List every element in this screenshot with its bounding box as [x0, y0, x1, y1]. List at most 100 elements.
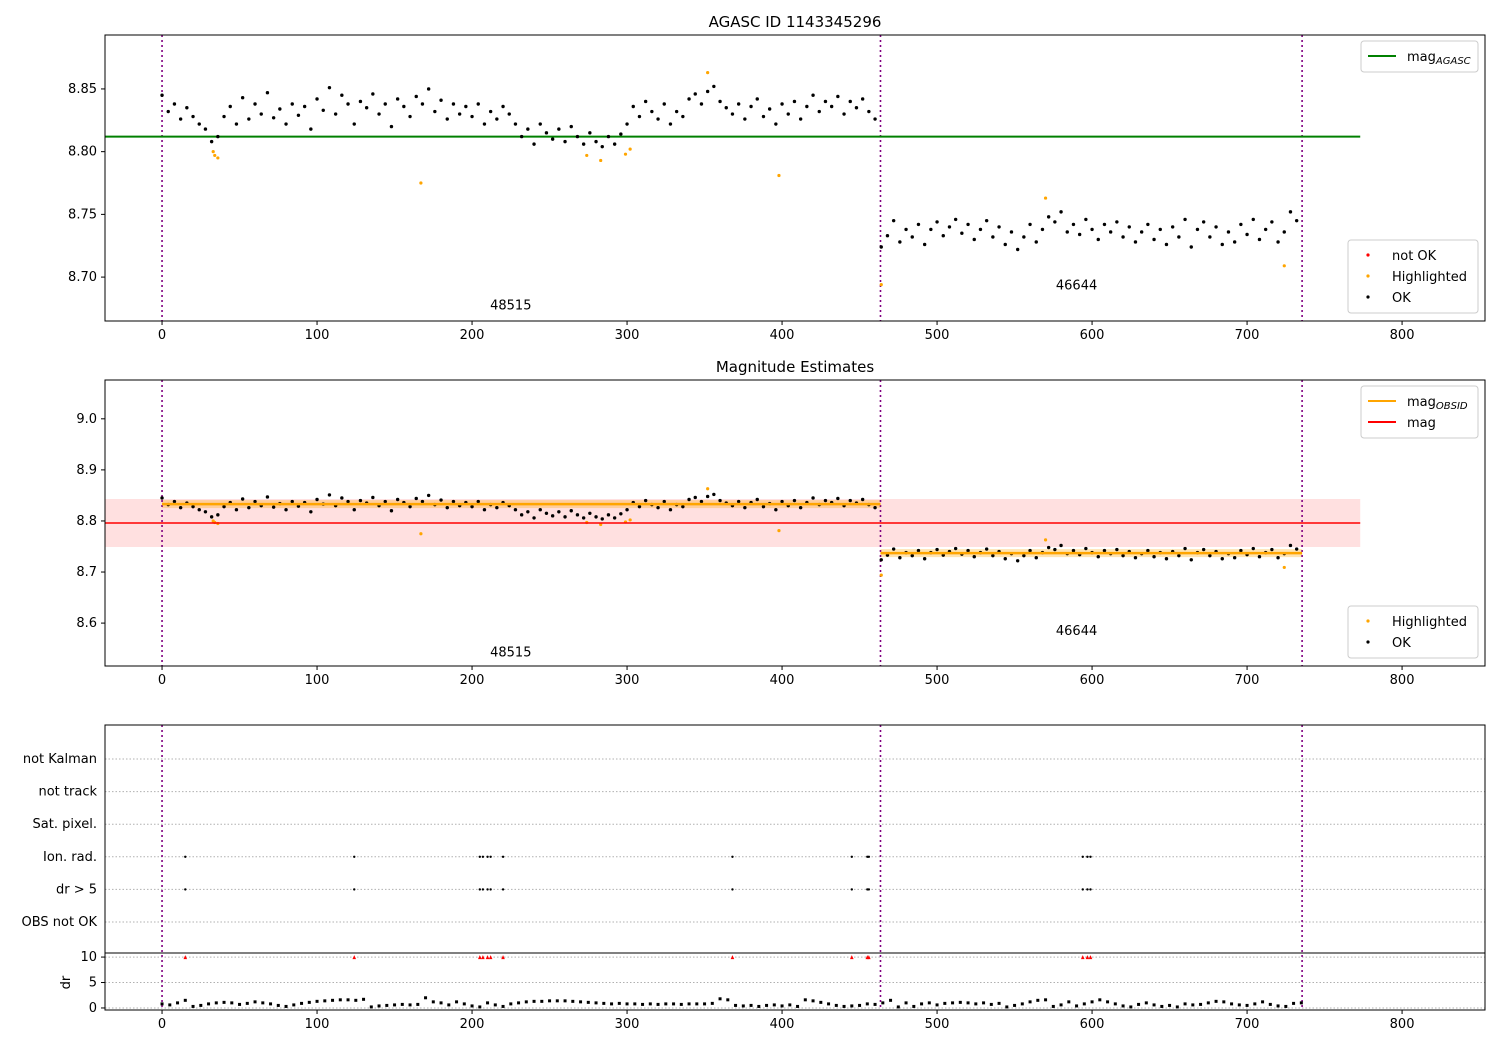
- ok-point: [637, 504, 642, 509]
- dr-point: [191, 1004, 195, 1008]
- ok-point: [1183, 546, 1187, 551]
- dr-point: [1106, 1000, 1110, 1004]
- ok-point: [1189, 245, 1193, 249]
- ok-point: [309, 510, 313, 514]
- flag-point: [486, 888, 489, 891]
- ok-point: [315, 497, 319, 502]
- ok-point: [575, 134, 580, 139]
- ok-point: [464, 104, 468, 109]
- ok-point: [203, 510, 208, 514]
- ok-point: [1276, 556, 1280, 560]
- dr-point: [315, 999, 319, 1003]
- ok-point: [860, 497, 865, 502]
- dr-point: [369, 1005, 373, 1009]
- ok-point: [178, 117, 183, 121]
- dr-clipped-marker: [730, 955, 735, 960]
- dr-point: [501, 1004, 505, 1008]
- dr-point: [641, 1002, 645, 1006]
- ok-point: [451, 102, 456, 106]
- ok-point: [259, 112, 263, 116]
- ok-point: [978, 227, 983, 232]
- ok-point: [395, 497, 400, 502]
- ok-point: [519, 134, 524, 139]
- y-tick-label: 8.80: [68, 145, 97, 160]
- dr-point: [858, 1003, 862, 1007]
- ok-point: [296, 113, 301, 117]
- legend-marker-swatch: [1366, 274, 1370, 278]
- ok-point: [811, 496, 815, 500]
- dr-point: [393, 1003, 397, 1007]
- dr-point: [1129, 1005, 1133, 1009]
- ok-point: [544, 131, 549, 135]
- panel-agasc: 8.70 8.75 8.80 8.85 48515 46644 0 100 200 300 400 5…: [68, 34, 1486, 343]
- dr-point: [478, 1005, 482, 1009]
- ok-point: [1251, 217, 1255, 222]
- y-tick-label: 8.85: [68, 82, 97, 97]
- ok-point: [1009, 230, 1014, 234]
- ok-point: [643, 498, 648, 503]
- dr-point: [772, 1003, 776, 1007]
- dr-clipped-marker: [477, 955, 482, 960]
- dr-point: [904, 1001, 908, 1005]
- dr-point: [1222, 1000, 1226, 1004]
- dr-point: [834, 1003, 838, 1007]
- ok-point: [1195, 227, 1200, 232]
- dr-point: [555, 999, 559, 1003]
- dr-clipped-marker: [183, 955, 188, 960]
- ok-point: [1022, 553, 1026, 558]
- x-tick-label: 700: [1235, 673, 1260, 688]
- ok-point: [1288, 543, 1293, 548]
- dr-point: [230, 1001, 234, 1005]
- dr-point: [424, 996, 428, 1000]
- dr-point: [741, 1004, 745, 1008]
- dr-point: [703, 1002, 707, 1006]
- ok-point: [1065, 230, 1069, 234]
- ok-point: [569, 509, 573, 513]
- ok-point: [1139, 230, 1144, 234]
- flag-row-label: not Kalman: [23, 752, 97, 767]
- dr-point: [517, 1001, 521, 1005]
- dr-point: [1036, 998, 1040, 1002]
- dr-point: [1121, 1004, 1125, 1008]
- ok-point: [383, 499, 387, 504]
- ok-point: [619, 132, 623, 136]
- ok-point: [420, 102, 425, 106]
- ok-point: [736, 102, 741, 106]
- ok-point: [873, 505, 877, 510]
- ok-point: [588, 511, 592, 515]
- obsid-label: 46644: [1056, 279, 1097, 294]
- ok-point: [1003, 242, 1007, 247]
- legend-label: mag: [1407, 416, 1436, 431]
- ok-point: [1108, 230, 1113, 234]
- ok-point: [1071, 222, 1076, 227]
- ok-point: [1208, 235, 1212, 239]
- dr-point: [974, 1002, 978, 1006]
- ok-point: [662, 102, 666, 106]
- ok-point: [557, 127, 561, 131]
- dr-point: [586, 1000, 590, 1004]
- x-tick-label: 200: [460, 328, 485, 343]
- ok-point: [780, 499, 784, 504]
- highlighted-point: [213, 153, 217, 158]
- ok-point: [941, 234, 945, 238]
- flag-point: [1086, 855, 1089, 858]
- flag-point: [867, 855, 871, 858]
- ok-point: [947, 225, 952, 229]
- legend-box: [1347, 239, 1479, 314]
- ok-point: [191, 114, 195, 119]
- ok-point: [185, 106, 189, 110]
- ok-point: [1040, 227, 1045, 232]
- dr-point: [447, 1003, 451, 1007]
- ok-point: [761, 114, 766, 119]
- ok-point: [991, 553, 995, 558]
- ok-point: [457, 112, 462, 116]
- ok-point: [842, 112, 846, 116]
- ok-point: [879, 245, 883, 249]
- ok-point: [606, 513, 611, 517]
- flag-point: [850, 855, 854, 858]
- dr-point: [1082, 1002, 1086, 1006]
- x-tick-label: 300: [615, 1017, 640, 1032]
- dr-point: [1044, 998, 1048, 1002]
- dr-point: [408, 1003, 412, 1007]
- dr-point: [1028, 1000, 1032, 1004]
